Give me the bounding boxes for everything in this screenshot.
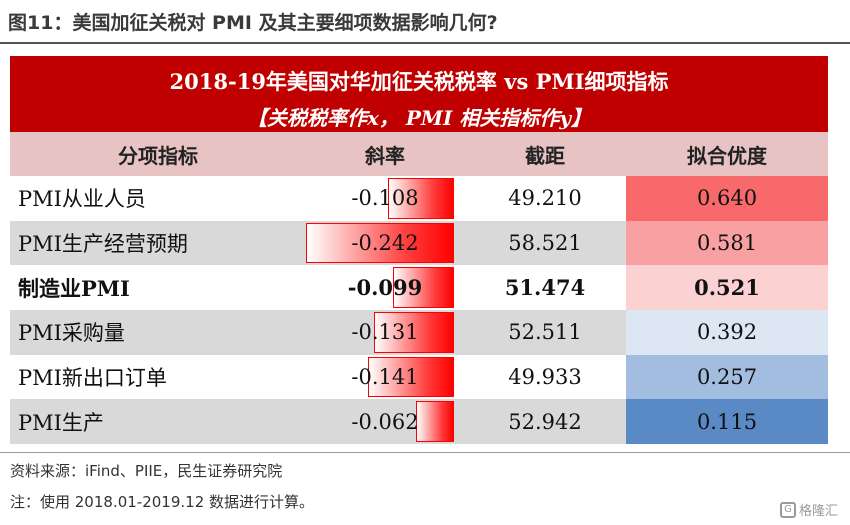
source-note: 资料来源：iFind、PIIE，民生证券研究院 (10, 462, 283, 480)
slope-cell: -0.131 (306, 310, 464, 355)
slope-cell: -0.099 (306, 265, 464, 310)
slope-value: -0.099 (347, 275, 423, 301)
header-indicator: 分项指标 (118, 143, 198, 168)
slope-cell: -0.062 (306, 399, 464, 444)
slope-cell: -0.141 (306, 355, 464, 400)
indicator-cell: PMI从业人员 (18, 187, 146, 212)
r2-cell: 0.257 (626, 354, 828, 400)
indicator-cell: PMI生产经营预期 (18, 232, 188, 257)
table-header: 分项指标 斜率 截距 拟合优度 (10, 132, 828, 176)
header-intercept: 截距 (525, 143, 565, 168)
table-row: PMI采购量 -0.131 52.511 0.392 (10, 310, 828, 355)
intercept-cell: 49.210 (508, 186, 582, 211)
table-row: PMI新出口订单 -0.141 49.933 0.257 (10, 354, 828, 400)
data-table: 2018-19年美国对华加征关税税率 vs PMI细项指标 【关税税率作x， P… (10, 56, 828, 445)
calc-note: 注：使用 2018.01-2019.12 数据进行计算。 (10, 493, 315, 511)
indicator-cell: PMI新出口订单 (18, 366, 167, 391)
table-body: PMI从业人员 -0.108 49.210 0.640 PMI生产经营预期 -0.242 5… (10, 176, 828, 445)
table-row: PMI从业人员 -0.108 49.210 0.640 (10, 176, 828, 221)
indicator-cell: PMI采购量 (18, 321, 125, 346)
r2-cell: 0.521 (626, 265, 828, 311)
header-r2: 拟合优度 (687, 143, 767, 168)
watermark-text: 格隆汇 (798, 504, 838, 519)
banner-subtitle: 【关税税率作x， PMI 相关指标作y】 (246, 106, 591, 130)
slope-data-bar (387, 178, 454, 219)
intercept-cell: 49.933 (508, 365, 582, 390)
table-row: PMI生产 -0.062 52.942 0.115 (10, 399, 828, 445)
table-banner: 2018-19年美国对华加征关税税率 vs PMI细项指标 【关税税率作x， P… (10, 56, 828, 132)
slope-data-bar (367, 356, 454, 398)
slope-cell: -0.108 (306, 176, 464, 221)
slope-value: -0.108 (351, 186, 419, 211)
r2-cell: 0.581 (626, 220, 828, 266)
slope-value: -0.141 (351, 365, 419, 390)
slope-data-bar (393, 267, 454, 309)
slope-value: -0.242 (351, 231, 419, 256)
table-row: PMI生产经营预期 -0.242 58.521 0.581 (10, 220, 828, 266)
header-slope: 斜率 (365, 143, 405, 168)
slope-value: -0.131 (351, 320, 419, 345)
intercept-cell: 52.942 (508, 409, 582, 434)
slope-value: -0.062 (351, 409, 419, 434)
r2-cell: 0.392 (626, 310, 828, 355)
slope-data-bar (306, 222, 454, 264)
intercept-cell: 52.511 (508, 320, 582, 345)
slope-data-bar (416, 401, 454, 443)
footer-divider (0, 452, 850, 453)
r2-cell: 0.640 (626, 176, 828, 221)
indicator-cell: 制造业PMI (18, 275, 130, 301)
table-row: 制造业PMI -0.099 51.474 0.521 (10, 265, 828, 311)
intercept-cell: 58.521 (508, 231, 582, 256)
banner-title: 2018-19年美国对华加征关税税率 vs PMI细项指标 (169, 69, 669, 94)
watermark: G 格隆汇 (779, 500, 838, 519)
slope-data-bar (373, 312, 454, 353)
brand-logo-icon: G (779, 501, 796, 518)
indicator-cell: PMI生产 (18, 410, 104, 435)
r2-cell: 0.115 (626, 399, 828, 445)
title-divider (0, 42, 850, 44)
figure-title: 图11：美国加征关税对 PMI 及其主要细项数据影响几何? (8, 12, 498, 34)
intercept-cell: 51.474 (504, 275, 586, 301)
slope-cell: -0.242 (306, 221, 464, 266)
